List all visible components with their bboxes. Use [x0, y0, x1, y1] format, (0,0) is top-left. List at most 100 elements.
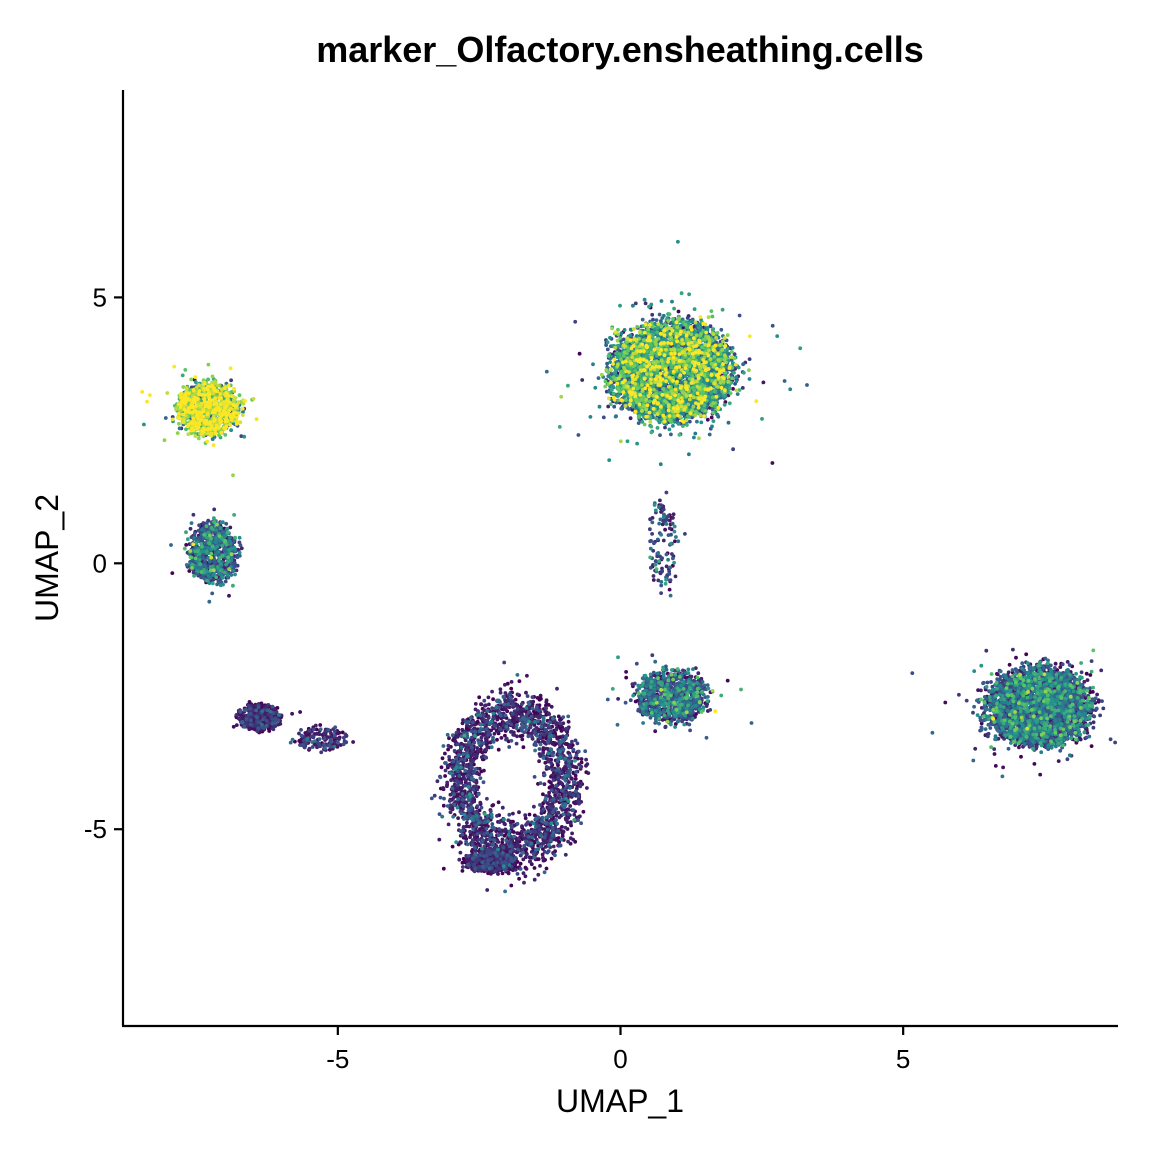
cell-point	[468, 835, 472, 840]
cell-point	[468, 724, 472, 729]
cell-point	[573, 777, 578, 781]
cell-point	[651, 574, 656, 578]
cell-point	[566, 807, 571, 812]
cell-point	[490, 803, 495, 808]
cell-point	[351, 740, 355, 744]
cell-point	[475, 770, 480, 775]
cell-point	[585, 762, 590, 766]
cell-point	[532, 804, 536, 809]
cell-point	[511, 811, 515, 816]
cell-point	[624, 675, 629, 680]
cell-point	[440, 756, 445, 761]
cell-point	[227, 593, 231, 598]
cell-point	[1088, 673, 1093, 677]
cell-point	[456, 816, 460, 820]
cell-point	[584, 757, 588, 762]
cell-point	[1038, 772, 1043, 777]
cell-point	[464, 764, 469, 769]
cell-point	[496, 747, 501, 752]
cell-point	[503, 682, 507, 687]
cell-point	[479, 735, 484, 740]
cell-point	[651, 578, 656, 582]
cell-point	[437, 837, 442, 842]
cell-point	[551, 844, 556, 849]
cell-point	[1085, 678, 1090, 682]
cell-point	[504, 707, 508, 712]
cell-point	[537, 759, 541, 764]
cell-point	[521, 745, 526, 750]
cell-point	[337, 737, 341, 741]
cell-point	[663, 725, 668, 730]
cell-point	[624, 670, 628, 674]
cell-point	[628, 416, 633, 421]
cell-point	[528, 859, 532, 864]
cell-point	[560, 834, 565, 838]
cell-point	[460, 721, 465, 726]
cell-point	[486, 695, 491, 700]
cell-point	[465, 820, 469, 825]
cell-point	[984, 648, 989, 653]
cell-point	[473, 702, 478, 706]
cell-point	[579, 757, 584, 761]
cell-point	[485, 888, 490, 892]
cell-point	[555, 686, 559, 691]
cell-point	[191, 512, 196, 517]
cell-point	[578, 814, 582, 819]
cell-point	[563, 742, 568, 746]
cell-point	[496, 800, 501, 805]
cell-point	[544, 698, 549, 703]
cell-point	[472, 833, 476, 837]
cell-point	[549, 856, 554, 861]
cell-point	[495, 717, 500, 722]
cell-point	[1084, 671, 1089, 676]
cell-point	[731, 387, 735, 391]
cell-point	[1019, 754, 1023, 759]
cell-point	[532, 877, 537, 882]
cell-point	[441, 866, 446, 871]
cell-point	[580, 378, 585, 382]
cell-point	[544, 839, 548, 844]
cell-point	[1078, 737, 1083, 742]
cell-point	[516, 843, 520, 848]
cell-point	[500, 837, 505, 842]
cell-point	[541, 739, 545, 743]
cell-point	[709, 415, 714, 420]
cell-point	[512, 719, 516, 724]
cell-point	[278, 722, 283, 726]
cell-point	[541, 750, 545, 755]
cell-point	[536, 729, 541, 734]
cell-point	[237, 716, 242, 721]
cell-point	[509, 729, 514, 734]
chart-title: marker_Olfactory.ensheathing.cells	[316, 29, 924, 70]
cell-point	[554, 727, 559, 732]
cell-point	[340, 730, 345, 735]
cell-point	[568, 804, 573, 808]
cell-point	[455, 734, 460, 739]
cell-point	[509, 883, 514, 888]
cell-point	[566, 719, 571, 724]
cell-point	[658, 498, 662, 503]
cell-point	[518, 861, 523, 866]
cell-point	[561, 829, 566, 834]
cell-point	[290, 711, 294, 716]
cell-point	[541, 855, 545, 860]
cell-point	[556, 714, 561, 719]
cell-point	[568, 836, 573, 841]
cell-point	[585, 786, 589, 790]
cell-point	[536, 872, 541, 877]
cell-point	[496, 872, 500, 876]
cell-point	[463, 778, 468, 783]
cell-point	[314, 727, 319, 732]
cell-point	[458, 850, 463, 855]
cell-point	[461, 775, 466, 780]
cell-point	[474, 780, 479, 785]
cell-point	[1002, 737, 1006, 741]
cell-point	[725, 678, 730, 683]
cell-point	[563, 825, 568, 830]
cell-point	[527, 812, 532, 817]
cell-point	[455, 787, 460, 792]
cell-point	[449, 778, 453, 783]
cell-point	[547, 712, 552, 717]
cell-point	[517, 679, 522, 684]
cell-point	[538, 693, 543, 698]
